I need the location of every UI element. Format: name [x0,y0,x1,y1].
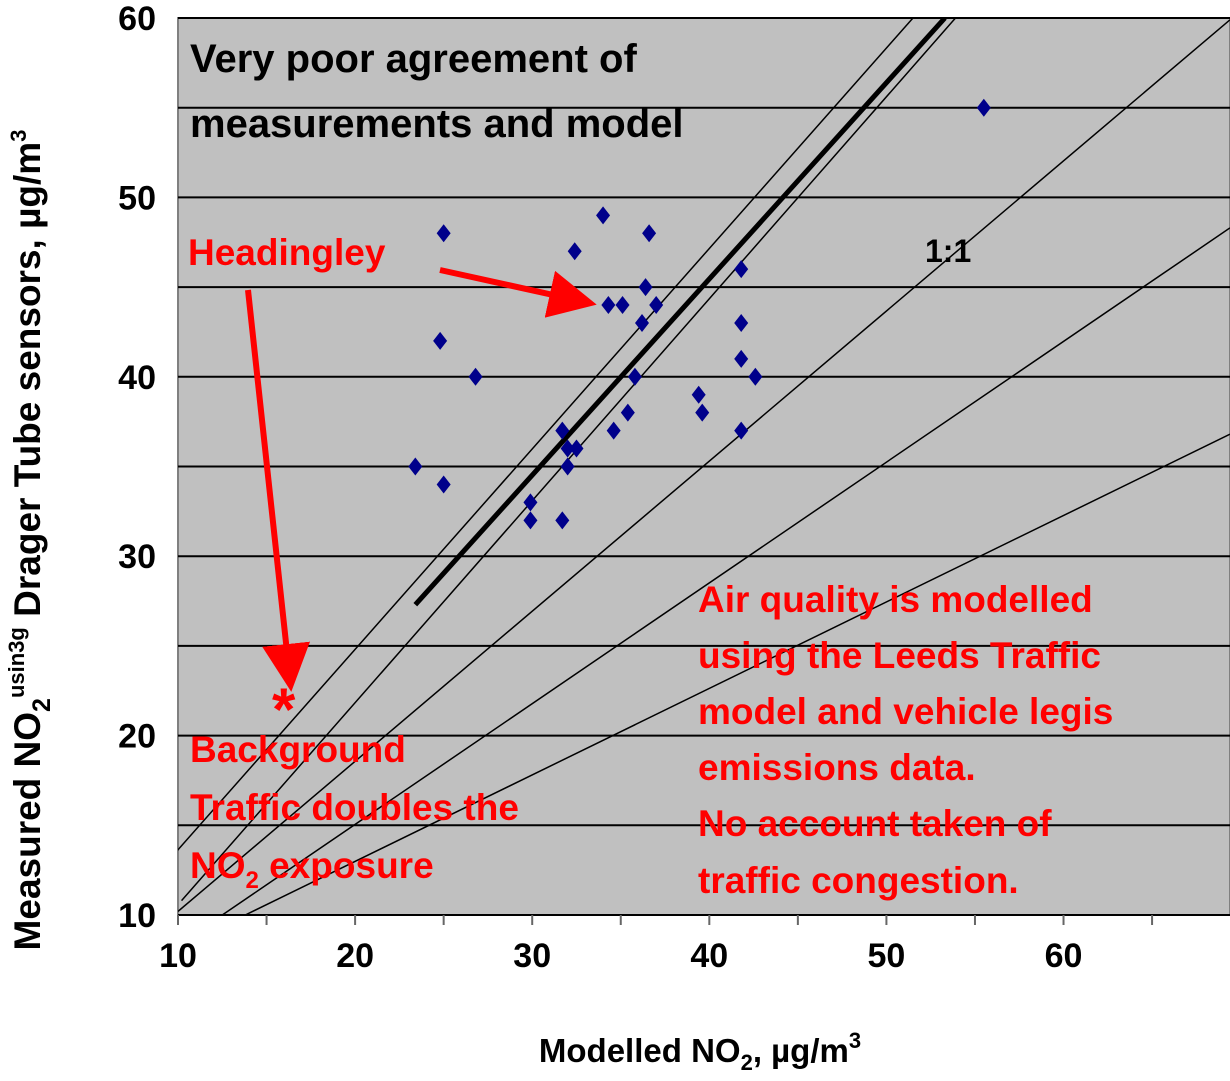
x-tick-label: 40 [690,937,728,975]
data-point [649,296,664,315]
data-point [695,403,710,422]
annotation: No account taken of [698,803,1052,844]
annotation: Headingley [188,232,386,273]
annotation: model and vehicle legis [698,691,1113,732]
annotation-sub: 2 [246,867,259,894]
y-tick-label: 20 [118,718,156,756]
annotation: Background [190,729,406,770]
data-point [615,296,630,315]
annotation-part: exposure [259,845,434,886]
data-point [523,511,538,530]
data-point [635,313,650,332]
annotation: using the Leeds Traffic [698,635,1101,676]
data-point [734,349,749,368]
annotation: Very poor agreement of [190,37,637,81]
x-tick-label: 50 [868,937,906,975]
y-tick-label: 10 [118,897,156,935]
annotation: Air quality is modelled [698,579,1093,620]
data-point [734,260,749,279]
data-point [642,224,657,243]
annotation: traffic congestion. [698,860,1019,901]
label-part: , µg/m [753,1032,849,1069]
x-tick-label: 60 [1045,937,1083,975]
arrow [439,267,597,318]
data-point [560,457,575,476]
reference-line [413,18,947,607]
data-point [691,385,706,404]
arrow [245,289,311,692]
annotation: NO2 exposure [190,845,434,894]
data-point [468,367,483,386]
data-point [606,421,621,440]
data-point [627,367,642,386]
data-point [555,421,570,440]
x-tick-label: 20 [336,937,374,975]
annotation: 1:1 [925,233,971,269]
data-point [567,242,582,261]
label-part: Drager Tube sensors, µg/m [7,142,48,627]
data-point [734,421,749,440]
data-point [555,511,570,530]
data-point [748,367,763,386]
y-tick-label: 50 [118,179,156,217]
annotation: emissions data. [698,747,976,788]
label-sub: 2 [741,1050,753,1075]
data-point [620,403,635,422]
x-tick-label: 30 [513,937,551,975]
y-axis-label: Measured NO2usin3g Drager Tube sensors, … [4,130,56,951]
data-point [596,206,611,225]
data-point [436,475,451,494]
annotation: measurements and model [190,102,684,146]
y-tick-label: 40 [118,359,156,397]
data-point [523,493,538,512]
reference-line [178,19,1230,912]
annotation: Traffic doubles the [190,787,519,828]
label-sup: usin3g [4,627,29,698]
reference-line [221,227,1230,915]
label-sup: 3 [6,130,31,142]
y-tick-label: 60 [118,0,156,38]
data-point [569,439,584,458]
data-point [734,313,749,332]
data-point [601,296,616,315]
data-point [560,439,575,458]
data-point [976,98,991,117]
data-point [638,278,653,297]
label-sup: 3 [849,1028,861,1053]
annotation-part: NO [190,845,246,886]
label-part: Measured NO [7,712,48,951]
y-tick-label: 30 [118,538,156,576]
label-sub: 2 [28,698,56,712]
x-tick-label: 10 [159,937,197,975]
x-axis-label: Modelled NO2, µg/m3 [539,1028,861,1075]
data-point [408,457,423,476]
label-part: Modelled NO [539,1032,741,1069]
data-point [436,224,451,243]
data-point [433,331,448,350]
reference-line [178,18,914,851]
reference-line [244,433,1230,915]
